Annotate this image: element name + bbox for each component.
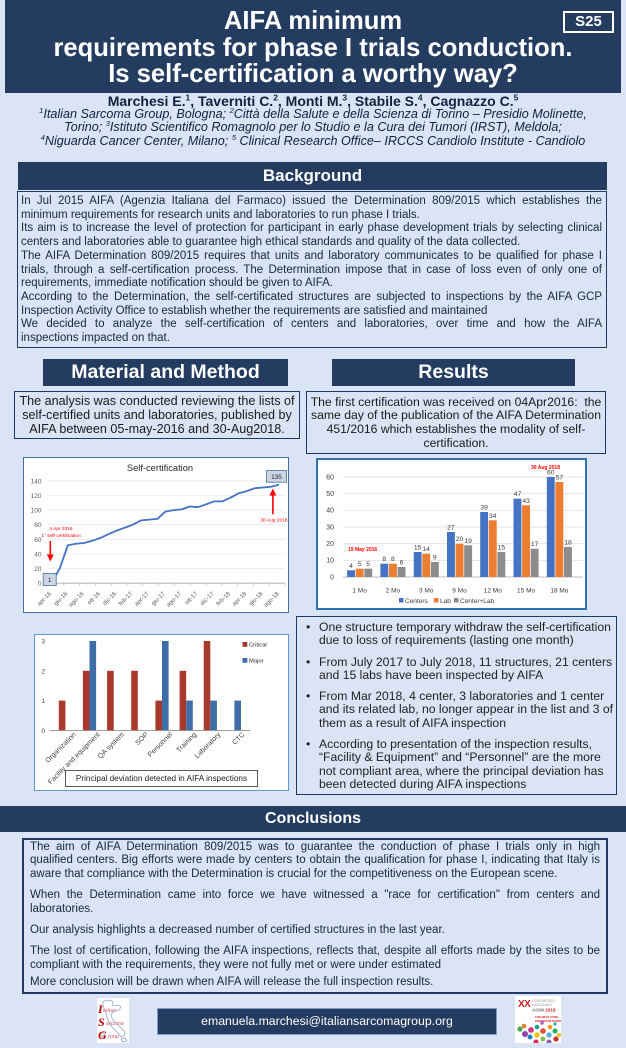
svg-text:30 Aug 2018: 30 Aug 2018	[531, 465, 560, 471]
svg-text:9: 9	[433, 555, 437, 562]
svg-text:1: 1	[41, 698, 45, 705]
svg-text:QA system: QA system	[97, 731, 126, 760]
svg-text:dic-17: dic-17	[200, 591, 216, 607]
svg-text:1: 1	[48, 577, 52, 584]
svg-text:4 Apr 2016: 4 Apr 2016	[49, 526, 73, 532]
svg-text:6: 6	[400, 560, 404, 567]
svg-text:0: 0	[41, 728, 45, 735]
svg-text:feb-17: feb-17	[118, 591, 135, 608]
svg-text:12 Mo: 12 Mo	[484, 588, 502, 595]
svg-text:roup: roup	[108, 1034, 119, 1040]
svg-text:Self-certification: Self-certification	[127, 463, 193, 473]
svg-text:0: 0	[38, 580, 42, 587]
svg-text:120: 120	[31, 493, 42, 500]
svg-text:30 Aug 2018: 30 Aug 2018	[261, 518, 288, 524]
svg-text:19: 19	[464, 538, 472, 545]
svg-text:30: 30	[326, 524, 334, 531]
svg-text:talian: talian	[103, 1008, 116, 1014]
svg-text:XX: XX	[518, 999, 531, 1010]
svg-text:5: 5	[358, 561, 362, 568]
svg-text:1 Mo: 1 Mo	[352, 588, 367, 595]
svg-text:4: 4	[349, 563, 353, 570]
svg-text:2 Mo: 2 Mo	[386, 588, 401, 595]
svg-text:THE BEST CURE: THE BEST CURE	[535, 1015, 558, 1019]
svg-text:14: 14	[422, 546, 430, 553]
svg-text:Principal deviation detected i: Principal deviation detected in AIFA ins…	[76, 774, 247, 783]
svg-text:ago-17: ago-17	[166, 591, 184, 609]
svg-text:apr-16: apr-16	[37, 591, 54, 608]
svg-text:8: 8	[391, 556, 395, 563]
svg-text:10: 10	[326, 558, 334, 565]
svg-text:dic-16: dic-16	[102, 591, 118, 607]
svg-text:Lab: Lab	[440, 598, 451, 605]
svg-text:ott-16: ott-16	[87, 591, 103, 607]
svg-text:43: 43	[522, 498, 530, 505]
svg-text:apr-17: apr-17	[134, 591, 151, 608]
svg-text:40: 40	[34, 552, 42, 559]
svg-text:SOP: SOP	[135, 731, 151, 747]
svg-text:100: 100	[31, 508, 42, 515]
svg-text:18 Mo: 18 Mo	[550, 588, 568, 595]
svg-text:50: 50	[326, 491, 334, 498]
svg-text:15 Mo: 15 Mo	[517, 588, 535, 595]
svg-text:9 Mo: 9 Mo	[452, 588, 467, 595]
svg-text:34: 34	[489, 513, 497, 520]
svg-text:3: 3	[41, 639, 45, 646]
svg-text:39: 39	[480, 505, 488, 512]
svg-text:Major: Major	[249, 659, 264, 665]
svg-text:19 May 2016: 19 May 2016	[348, 547, 377, 553]
svg-text:Laboratory: Laboratory	[194, 731, 223, 760]
svg-text:20: 20	[34, 566, 42, 573]
svg-text:Personnel: Personnel	[147, 731, 175, 759]
svg-text:60: 60	[547, 470, 555, 477]
svg-text:15: 15	[414, 545, 422, 552]
svg-text:60: 60	[34, 537, 42, 544]
svg-text:Centers: Centers	[405, 598, 429, 605]
svg-text:Training: Training	[176, 731, 199, 754]
svg-text:17: 17	[531, 541, 539, 548]
svg-text:S: S	[98, 1015, 105, 1029]
svg-text:G: G	[98, 1028, 107, 1042]
svg-text:Critical: Critical	[249, 643, 267, 649]
svg-text:ago-18: ago-18	[263, 591, 281, 609]
svg-text:27: 27	[447, 525, 455, 532]
svg-text:135: 135	[271, 474, 282, 481]
svg-text:3 Mo: 3 Mo	[419, 588, 434, 595]
svg-text:0: 0	[330, 574, 334, 581]
svg-text:apr-18: apr-18	[232, 591, 249, 608]
svg-text:feb-18: feb-18	[216, 591, 233, 608]
svg-text:57: 57	[556, 475, 564, 482]
svg-text:CONGRESSO: CONGRESSO	[532, 999, 556, 1003]
svg-text:CTC: CTC	[231, 731, 246, 746]
svg-text:40: 40	[326, 508, 334, 515]
svg-text:Center+Lab: Center+Lab	[460, 598, 495, 605]
svg-text:KNOWHOW PATIENT: KNOWHOW PATIENT	[535, 1019, 561, 1023]
svg-text:1° self-certification: 1° self-certification	[41, 533, 81, 539]
svg-text:5: 5	[366, 561, 370, 568]
svg-text:15: 15	[498, 545, 506, 552]
svg-text:8: 8	[382, 556, 386, 563]
svg-text:140: 140	[31, 478, 42, 485]
svg-text:18: 18	[564, 540, 572, 547]
svg-text:20: 20	[326, 541, 334, 548]
svg-text:ago-16: ago-16	[68, 591, 86, 609]
svg-text:AIOM 2018: AIOM 2018	[532, 1008, 556, 1013]
svg-text:60: 60	[326, 474, 334, 481]
svg-text:ott-17: ott-17	[184, 591, 200, 607]
svg-text:80: 80	[34, 522, 42, 529]
svg-text:47: 47	[514, 491, 522, 498]
svg-text:20: 20	[456, 536, 464, 543]
svg-text:I: I	[97, 1002, 104, 1016]
svg-text:arcoma: arcoma	[106, 1021, 124, 1027]
svg-text:2: 2	[41, 668, 45, 675]
svg-text:NAZIONALE: NAZIONALE	[532, 1003, 553, 1007]
